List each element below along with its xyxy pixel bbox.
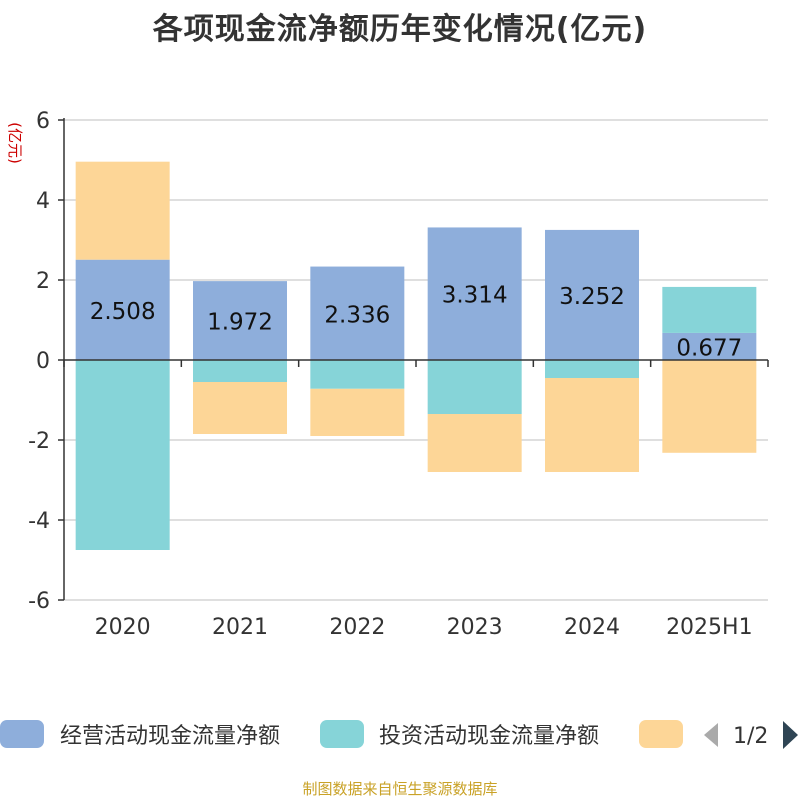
bar-financing — [310, 388, 405, 436]
legend-label-operating: 经营活动现金流量净额 — [60, 724, 280, 749]
tick-labels: -6 -4 -2 0 2 4 6 (亿元) 2020 2021 2022 2023 2024 2025H1 — [6, 109, 753, 640]
x-tick-label: 2025H1 — [666, 615, 753, 640]
y-tick-label: -2 — [28, 429, 50, 454]
triangle-left-icon — [704, 723, 718, 747]
axes — [58, 118, 769, 601]
x-tick-label: 2020 — [95, 615, 151, 640]
bar-investing — [193, 360, 287, 382]
bar-operating — [75, 259, 170, 360]
legend-swatch-investing — [320, 720, 364, 748]
bar-investing — [662, 286, 757, 333]
data-label: 0.677 — [676, 335, 742, 361]
bar-financing — [427, 414, 522, 472]
legend-page-indicator: 1/2 — [733, 724, 768, 749]
y-tick-label: 4 — [36, 189, 50, 214]
bar-operating — [545, 229, 639, 360]
y-tick-label: 0 — [36, 349, 50, 374]
data-label: 3.252 — [559, 284, 625, 310]
bar-investing — [310, 360, 405, 389]
y-tick-label: -4 — [28, 509, 50, 534]
grid-lines — [64, 119, 768, 601]
legend-swatch-operating — [0, 720, 44, 748]
x-tick-label: 2024 — [564, 615, 620, 640]
data-labels: 2.508 1.972 2.336 3.314 3.252 0.677 — [90, 283, 743, 362]
bar-financing — [545, 378, 639, 472]
bar-financing — [662, 360, 757, 453]
bar-operating — [193, 281, 287, 360]
bar-operating — [310, 266, 405, 360]
x-tick-label: 2023 — [447, 615, 503, 640]
data-label: 2.336 — [324, 302, 390, 328]
x-tick-label: 2022 — [329, 615, 385, 640]
data-label: 1.972 — [207, 310, 273, 336]
source-footer: 制图数据来自恒生聚源数据库 — [302, 780, 498, 798]
y-tick-label: -6 — [28, 589, 50, 614]
x-tick-label: 2021 — [212, 615, 268, 640]
triangle-right-icon — [783, 721, 798, 749]
bar-group — [75, 161, 757, 550]
bar-operating — [662, 332, 757, 360]
legend: 经营活动现金流量净额 投资活动现金流量净额 1/2 — [0, 720, 798, 749]
bar-financing — [193, 382, 287, 434]
data-label: 2.508 — [90, 299, 156, 325]
legend-swatch-financing — [639, 720, 683, 748]
bar-operating — [427, 227, 522, 360]
bar-investing — [427, 360, 522, 414]
bar-investing — [75, 360, 170, 550]
legend-label-investing: 投资活动现金流量净额 — [379, 724, 599, 749]
bar-financing — [75, 161, 170, 260]
chart-title: 各项现金流净额历年变化情况(亿元) — [152, 12, 648, 47]
y-tick-label: 2 — [36, 269, 50, 294]
y-tick-label: 6 — [36, 109, 50, 134]
data-label: 3.314 — [442, 283, 508, 309]
y-axis-label: (亿元) — [6, 122, 24, 164]
bar-investing — [545, 360, 639, 378]
